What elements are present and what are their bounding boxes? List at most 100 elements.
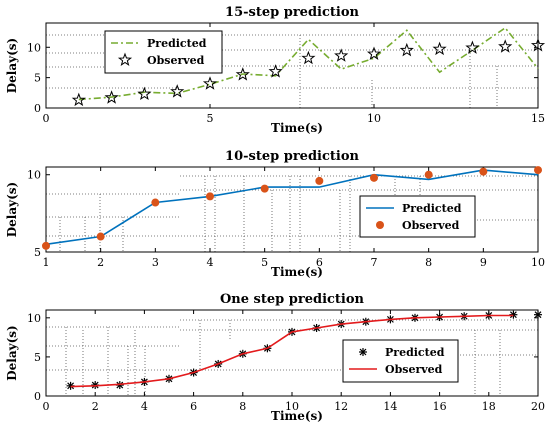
data-point xyxy=(370,173,378,182)
asterisk-stroke xyxy=(509,311,517,319)
subplot-3: 0 2 4 6 8 10 12 14 16 18 20 0 5 10 One step prediction… xyxy=(5,292,545,423)
x-tick-label: 10 xyxy=(367,112,381,125)
x-tick-label: 0 xyxy=(43,400,50,413)
series-1 xyxy=(66,310,542,390)
legend-label: Predicted xyxy=(385,346,445,359)
subplot-2: 1 2 3 4 5 6 7 8 9 10 5 10 10-step prediction Time(s) D… xyxy=(5,149,545,279)
y-axis-label: Delay(s) xyxy=(5,38,19,93)
data-point xyxy=(170,84,185,98)
data-point xyxy=(465,40,480,54)
data-point xyxy=(366,46,382,60)
y-tick-label: 5 xyxy=(34,351,41,364)
x-tick-label: 8 xyxy=(239,400,246,413)
y-tick-label: 10 xyxy=(27,41,41,54)
plot-frame xyxy=(45,166,539,253)
data-point xyxy=(137,86,152,101)
data-point xyxy=(301,50,316,65)
x-tick-label: 15 xyxy=(531,112,545,125)
x-tick-label: 20 xyxy=(531,400,545,413)
x-tick-label: 2 xyxy=(92,400,99,413)
x-tick-label: 5 xyxy=(261,256,268,269)
x-tick-label: 0 xyxy=(43,112,50,125)
legend-label: Observed xyxy=(385,363,443,376)
x-tick-label: 10 xyxy=(285,400,299,413)
x-tick-label: 2 xyxy=(97,256,104,269)
legend-label: Predicted xyxy=(147,37,207,50)
x-tick-label: 5 xyxy=(207,112,214,125)
legend-marker xyxy=(376,221,384,229)
x-tick-label: 7 xyxy=(371,256,378,269)
legend-label: Observed xyxy=(402,219,460,232)
x-tick-label: 9 xyxy=(480,256,487,269)
legend-marker xyxy=(359,348,367,356)
x-tick-label: 8 xyxy=(425,256,432,269)
y-axis-label: Delay(s) xyxy=(5,182,19,237)
data-point xyxy=(206,192,214,201)
data-point xyxy=(260,184,269,193)
data-point xyxy=(534,166,542,175)
series-2 xyxy=(42,166,542,250)
x-tick-label: 12 xyxy=(334,400,348,413)
x-axis-label: Time(s) xyxy=(271,265,323,279)
data-point xyxy=(498,39,513,53)
y-tick-label: 5 xyxy=(34,72,41,85)
data-point xyxy=(509,310,518,319)
chart-title: 15-step prediction xyxy=(225,5,359,20)
chart-title: One step prediction xyxy=(220,292,365,307)
subplot-1: 0 5 10 15 0 5 10 15-step prediction Time(s) Delay… xyxy=(5,5,546,135)
data-point xyxy=(151,198,160,207)
series-line xyxy=(70,314,514,388)
data-point xyxy=(424,170,433,179)
x-tick-label: 10 xyxy=(531,256,545,269)
x-tick-label: 6 xyxy=(190,400,197,413)
legend: Predicted Observed xyxy=(359,195,476,238)
x-tick-label: 6 xyxy=(316,256,323,269)
x-tick-label: 16 xyxy=(433,400,447,413)
x-axis-label: Time(s) xyxy=(271,409,323,423)
legend-label: Observed xyxy=(147,54,205,67)
asterisk-stroke xyxy=(359,348,367,356)
y-tick-label: 5 xyxy=(34,246,41,259)
y-tick-label: 0 xyxy=(34,390,41,403)
x-tick-label: 4 xyxy=(207,256,214,269)
data-point xyxy=(432,41,447,56)
chart-title: 10-step prediction xyxy=(225,149,359,164)
legend: Predicted Observed xyxy=(104,30,223,74)
legend-box xyxy=(104,30,223,74)
data-point xyxy=(42,241,50,250)
series-line xyxy=(78,26,539,101)
y-axis-label: Delay(s) xyxy=(5,325,19,380)
data-point xyxy=(268,64,283,78)
legend: Predicted Observed xyxy=(342,339,459,383)
legend-box xyxy=(359,195,476,238)
data-point xyxy=(534,310,542,319)
series-2 xyxy=(71,38,546,107)
x-axis-label: Time(s) xyxy=(271,121,323,135)
data-point xyxy=(334,48,349,62)
y-tick-label: 10 xyxy=(27,312,41,325)
asterisk-stroke xyxy=(534,311,542,319)
x-tick-label: 14 xyxy=(383,400,397,413)
series-line xyxy=(45,169,539,246)
data-point xyxy=(530,38,546,52)
data-point xyxy=(399,42,414,57)
series-1 xyxy=(78,26,539,101)
series-2 xyxy=(70,314,514,388)
data-point xyxy=(315,176,324,185)
x-tick-label: 3 xyxy=(152,256,159,269)
legend-marker xyxy=(117,52,133,67)
y-tick-label: 10 xyxy=(27,169,41,182)
data-point xyxy=(104,90,119,104)
y-tick-label: 0 xyxy=(34,102,41,115)
x-tick-label: 1 xyxy=(43,256,50,269)
data-point xyxy=(71,92,86,107)
legend-box xyxy=(342,339,459,383)
x-tick-label: 18 xyxy=(482,400,496,413)
plot-frame xyxy=(45,22,539,109)
data-point xyxy=(202,76,218,90)
data-point xyxy=(235,67,250,81)
x-tick-label: 4 xyxy=(141,400,148,413)
data-point xyxy=(479,167,488,176)
series-1 xyxy=(45,169,539,246)
